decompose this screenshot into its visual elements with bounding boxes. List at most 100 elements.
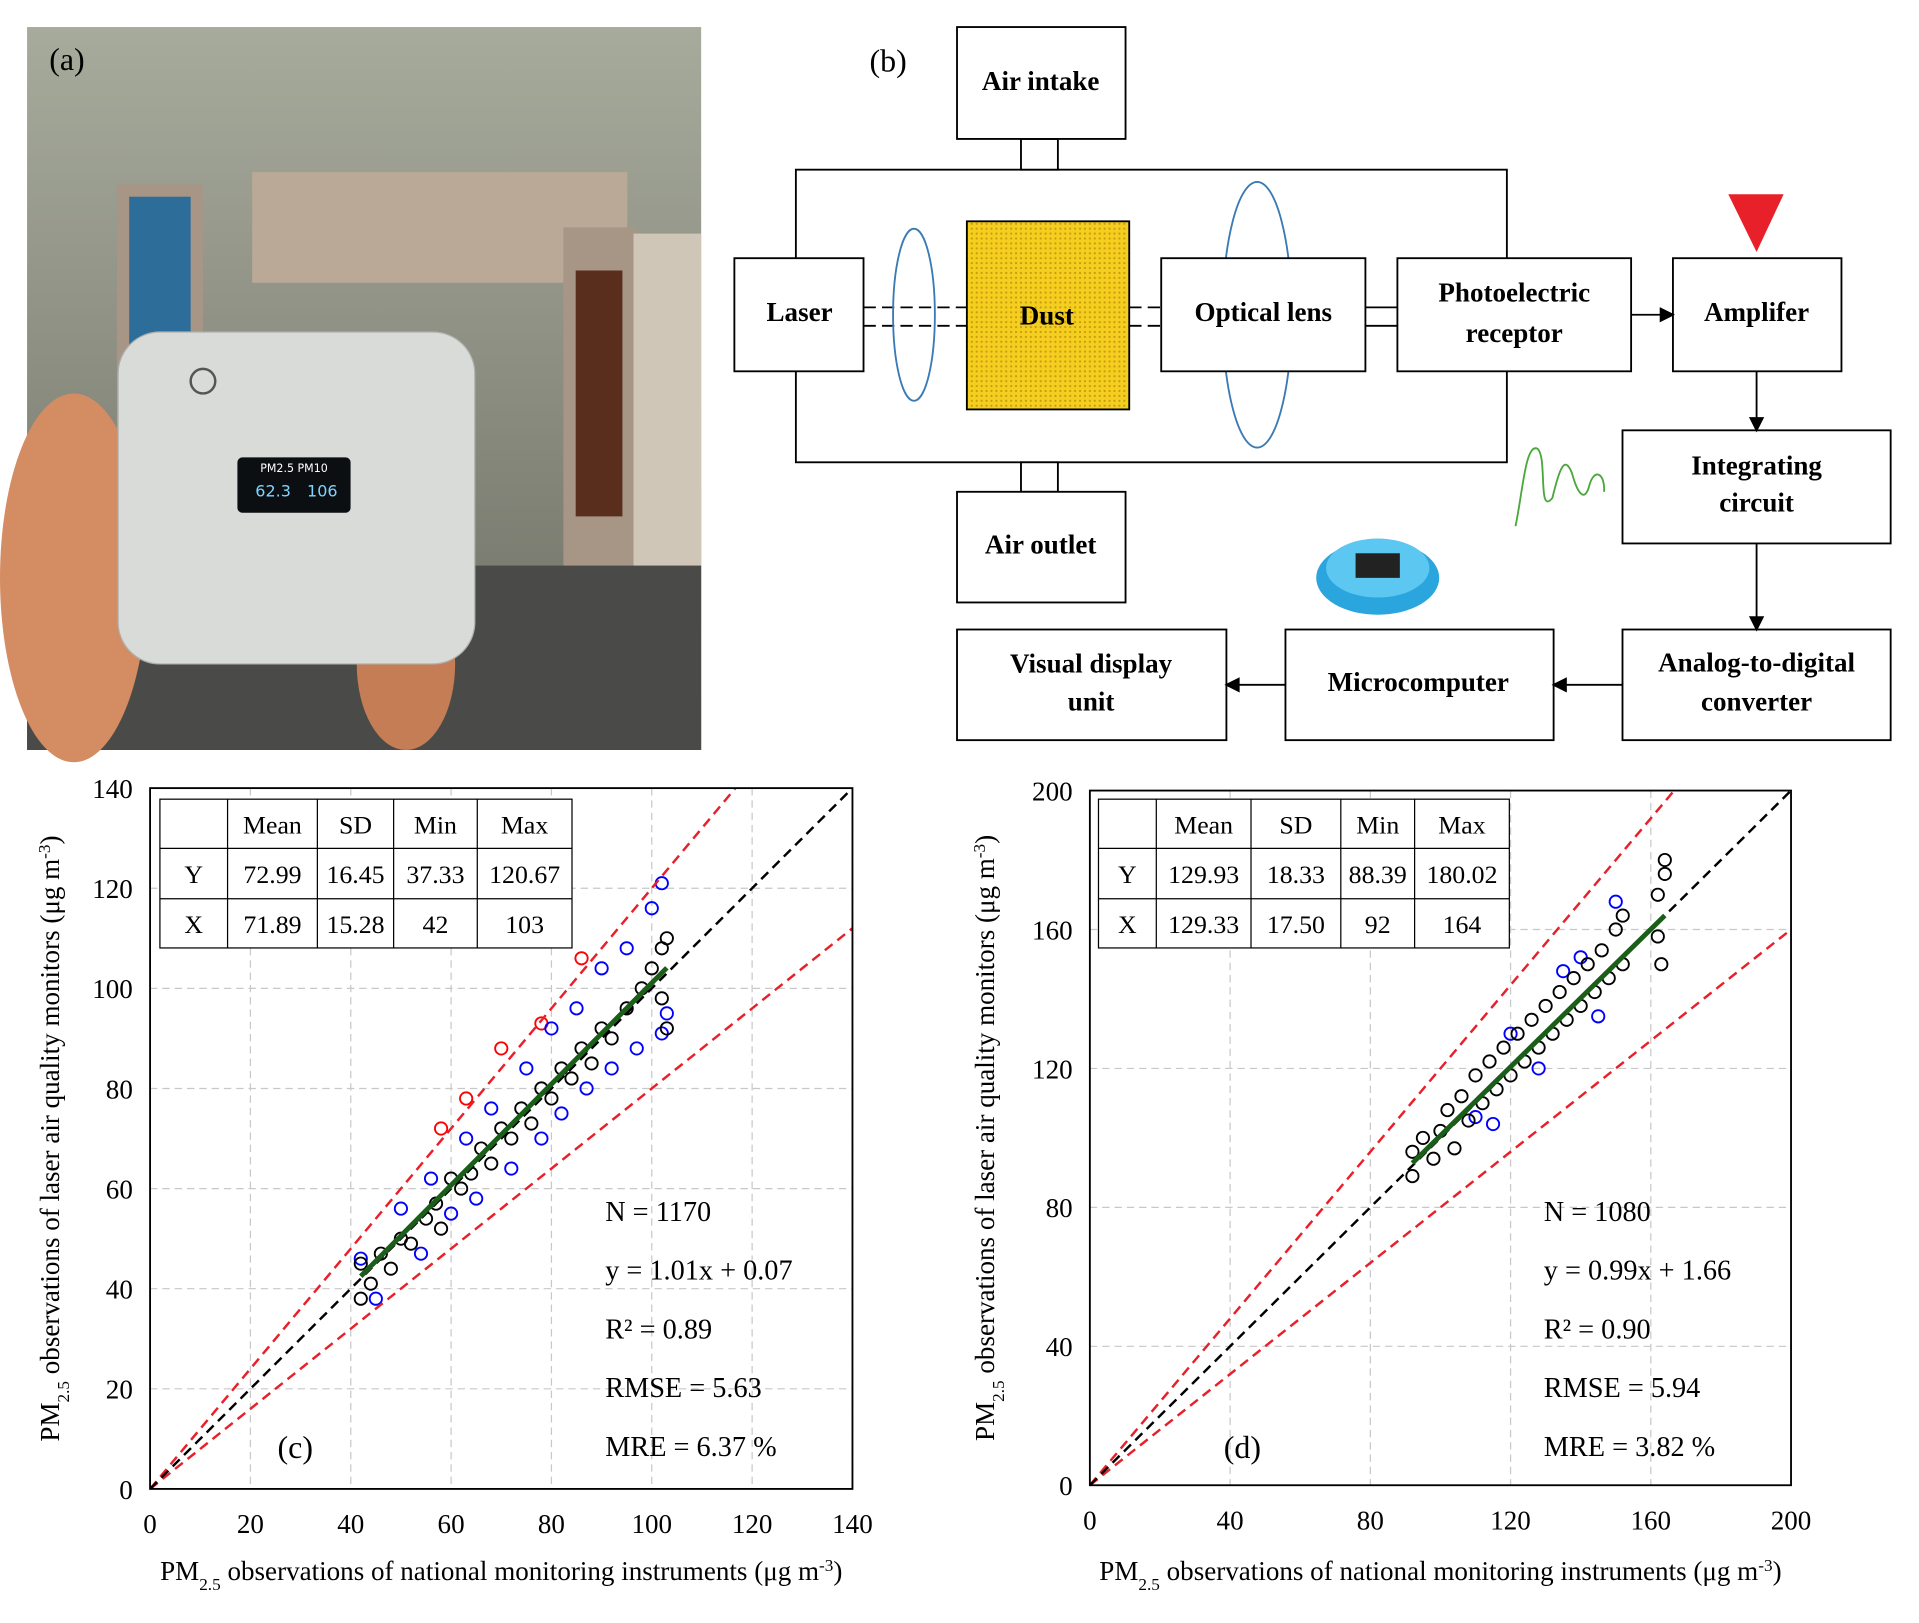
- table-cell: 15.28: [326, 910, 384, 939]
- point: [629, 1041, 644, 1056]
- point: [544, 1021, 559, 1036]
- table-cell: 129.33: [1168, 910, 1239, 939]
- point: [454, 1181, 469, 1196]
- point: [504, 1161, 519, 1176]
- table-cell: 18.33: [1267, 860, 1325, 889]
- point: [1510, 1026, 1525, 1041]
- point: [1524, 1012, 1539, 1027]
- x-axis-label-part: -3: [1758, 1555, 1772, 1574]
- y-tick-label: 80: [106, 1074, 133, 1104]
- fit-line: [359, 966, 669, 1278]
- reference-line: [1089, 928, 1792, 1486]
- y-axis-label: PM2.5 observations of laser air quality …: [35, 835, 73, 1441]
- point: [433, 1121, 449, 1136]
- point: [659, 1021, 674, 1036]
- point: [1538, 998, 1553, 1013]
- point: [659, 931, 674, 946]
- panel-label: (a): [49, 42, 84, 77]
- table-bg: [159, 798, 573, 949]
- x-tick-label: 200: [1771, 1506, 1812, 1536]
- y-axis-label-part: -3: [35, 844, 54, 858]
- table-cell: 88.39: [1349, 860, 1407, 889]
- x-tick-label: 100: [631, 1509, 672, 1539]
- device-pm10: 106: [307, 482, 337, 501]
- point: [1566, 971, 1581, 986]
- point: [1468, 1068, 1483, 1083]
- point: [1591, 1009, 1606, 1024]
- annotation: y = 1.01x + 0.07: [605, 1256, 792, 1287]
- annotation: RMSE = 5.94: [1544, 1373, 1701, 1404]
- node-label: Optical lens: [1195, 297, 1333, 327]
- point: [1608, 894, 1623, 909]
- reference-line: [150, 788, 737, 1489]
- x-tick-label: 60: [438, 1509, 465, 1539]
- x-axis-label-part: observations of national monitoring inst…: [221, 1556, 819, 1586]
- x-tick-label: 80: [538, 1509, 565, 1539]
- point: [1615, 908, 1630, 923]
- point: [469, 1191, 484, 1206]
- point: [1654, 957, 1669, 972]
- point: [644, 901, 659, 916]
- x-tick-label: 160: [1631, 1506, 1672, 1536]
- point: [1503, 1026, 1518, 1041]
- point: [353, 1256, 368, 1271]
- y-axis-label-part: observations of laser air quality monito…: [35, 859, 65, 1381]
- x-tick-label: 0: [143, 1509, 157, 1539]
- x-axis-label: PM2.5 observations of national monitorin…: [160, 1555, 842, 1593]
- reference-line: [1089, 790, 1792, 1486]
- annotation: MRE = 3.82 %: [1544, 1432, 1715, 1463]
- node-label: Amplifer: [1704, 297, 1809, 327]
- photo: PM2.5 PM10 62.3 106 (a): [0, 27, 702, 763]
- table-header: Min: [414, 811, 457, 840]
- y-tick-label: 100: [92, 974, 133, 1004]
- point: [654, 991, 669, 1006]
- point: [1650, 887, 1665, 902]
- figure-body: PM2.5 PM10 62.3 106 (a) (b) Air intake L…: [0, 26, 1892, 1593]
- fit-line: [1410, 913, 1667, 1165]
- table-cell: 71.89: [243, 910, 301, 939]
- point: [544, 1091, 559, 1106]
- x-tick-label: 80: [1357, 1506, 1384, 1536]
- point: [423, 1171, 439, 1186]
- x-axis-label-part: PM: [1099, 1556, 1138, 1586]
- table-cell: 180.02: [1426, 860, 1497, 889]
- point: [554, 1106, 569, 1121]
- y-tick-label: 140: [92, 774, 133, 804]
- point: [619, 941, 634, 956]
- node-label: Air intake: [982, 66, 1099, 96]
- x-tick-label: 40: [337, 1509, 364, 1539]
- point: [1440, 1103, 1455, 1118]
- point: [524, 1116, 539, 1131]
- point: [1552, 984, 1567, 1000]
- point: [604, 1031, 619, 1046]
- plot-frame: [1088, 789, 1792, 1487]
- x-axis-label-part: ): [833, 1556, 842, 1586]
- reference-line: [150, 927, 853, 1489]
- table-bg: [1097, 798, 1510, 949]
- point: [569, 1001, 584, 1016]
- point: [353, 1251, 368, 1266]
- y-tick-label: 40: [106, 1275, 133, 1305]
- table-header: SD: [1279, 811, 1312, 840]
- point: [1405, 1169, 1420, 1184]
- device-pm25: 62.3: [255, 482, 291, 501]
- node-label: Integrating: [1691, 451, 1822, 481]
- point: [1454, 1089, 1469, 1104]
- point: [1608, 922, 1623, 937]
- point: [1650, 929, 1665, 944]
- point: [494, 1041, 509, 1056]
- panel-label: (d): [1224, 1430, 1261, 1465]
- point: [1657, 852, 1672, 868]
- reference-line: [150, 788, 853, 1489]
- point: [1657, 866, 1672, 881]
- table-cell: 16.45: [326, 860, 384, 889]
- point: [484, 1156, 499, 1171]
- y-tick-label: 80: [1046, 1193, 1073, 1223]
- plot-frame: [149, 787, 854, 1490]
- table-header: SD: [339, 811, 372, 840]
- y-tick-label: 200: [1032, 776, 1073, 806]
- y-tick-label: 20: [106, 1375, 133, 1405]
- diagram: (b) Air intake Laser Dust Optical lens P…: [733, 26, 1892, 742]
- point: [584, 1056, 599, 1071]
